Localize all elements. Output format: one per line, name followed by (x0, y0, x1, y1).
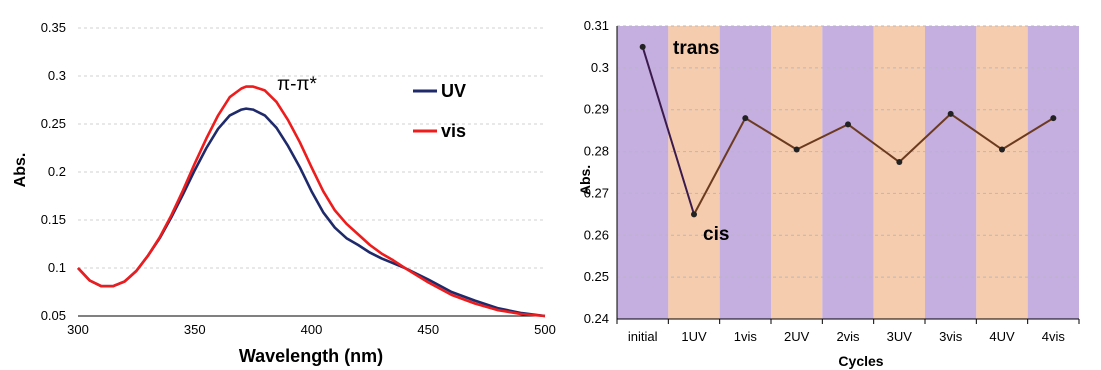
cycles-x-tick-label: 1vis (734, 329, 758, 344)
spectrum-y-tick-label: 0.35 (41, 20, 66, 35)
series-line-uv (77, 107, 546, 318)
cycles-chart: initial 1UV 1vis 2UV 2vis 3UV 3vis 4UV 4… (577, 18, 1080, 369)
cycles-data-point (947, 110, 954, 117)
cycles-y-tick-label: 0.27 (584, 185, 609, 200)
cycles-y-tick-label: 0.31 (584, 18, 609, 33)
trans-annotation: trans (673, 38, 719, 59)
cycles-series-segments (641, 46, 1054, 215)
cycles-line-segment (641, 46, 695, 215)
spectrum-x-tick-label: 300 (67, 322, 89, 337)
pi-pi-star-annotation: π-π* (277, 74, 318, 95)
cycles-x-axis-title: Cycles (838, 353, 883, 369)
spectrum-y-tick-label: 0.15 (41, 212, 66, 227)
cycles-data-point (691, 211, 697, 218)
cycles-data-point (639, 43, 646, 50)
cycles-x-tick-label: 4UV (989, 329, 1015, 344)
cycles-x-tick-label: 3vis (939, 329, 963, 344)
spectrum-x-axis-title: Wavelength (nm) (239, 346, 383, 366)
cycles-data-point (793, 146, 800, 153)
legend-uv-label: UV (441, 81, 466, 101)
spectrum-x-ticks: 300 350 400 450 500 (67, 322, 556, 337)
cycles-line-segment (847, 123, 900, 163)
cycles-x-ticks: initial 1UV 1vis 2UV 2vis 3UV 3vis 4UV 4… (628, 329, 1066, 344)
cycles-line-segment (1001, 117, 1054, 151)
cycles-y-tick-label: 0.28 (584, 144, 609, 159)
cycles-data-point (845, 121, 851, 128)
spectrum-y-ticks: 0.05 0.1 0.15 0.2 0.25 0.3 0.35 (41, 20, 66, 323)
spectrum-y-tick-label: 0.3 (48, 68, 66, 83)
cycles-x-tick-label: 2vis (836, 329, 860, 344)
cycles-data-point (1050, 115, 1057, 122)
spectrum-gridlines (78, 27, 545, 269)
series-line-vis (77, 85, 546, 318)
cycles-line-segment (898, 113, 952, 163)
cycles-y-tick-label: 0.24 (584, 311, 609, 326)
cycles-x-tick-marks (616, 319, 1080, 324)
cycles-line-segment (796, 123, 849, 151)
spectrum-x-tick-label: 400 (301, 322, 323, 337)
cycles-data-point (999, 146, 1005, 153)
spectrum-x-tick-label: 500 (534, 322, 556, 337)
spectrum-x-tick-label: 450 (417, 322, 439, 337)
spectrum-x-tick-label: 350 (184, 322, 206, 337)
vis-band (771, 26, 823, 319)
uv-band (1027, 26, 1079, 319)
cycles-line-segment (693, 117, 747, 215)
uv-band (822, 26, 874, 319)
spectrum-chart: 300 350 400 450 500 0.05 0.1 0.15 0.2 0.… (12, 20, 556, 366)
cycles-y-tick-label: 0.26 (584, 227, 609, 242)
cycles-x-tick-label: 4vis (1042, 329, 1066, 344)
spectrum-y-tick-label: 0.2 (48, 164, 66, 179)
cycles-y-tick-label: 0.29 (584, 102, 609, 117)
spectrum-y-tick-label: 0.1 (48, 260, 66, 275)
legend-vis-label: vis (441, 121, 466, 141)
cycle-background-bands (617, 26, 1079, 319)
vis-band (668, 26, 720, 319)
vis-band (873, 26, 925, 319)
uv-band (617, 26, 669, 319)
spectrum-y-axis-title: Abs. (12, 153, 29, 188)
spectrum-y-tick-label: 0.25 (41, 116, 66, 131)
cycles-y-ticks: 0.24 0.25 0.26 0.27 0.28 0.29 0.3 0.31 (584, 18, 609, 326)
cis-annotation: cis (703, 224, 729, 245)
cycles-x-tick-label: 2UV (784, 329, 810, 344)
cycles-line-segment (950, 113, 1003, 151)
uv-band (925, 26, 977, 319)
cycles-x-tick-label: 1UV (681, 329, 707, 344)
cycles-x-tick-label: initial (628, 329, 658, 344)
cycles-data-point (742, 115, 749, 122)
cycles-y-tick-label: 0.25 (584, 269, 609, 284)
cycles-x-tick-label: 3UV (887, 329, 913, 344)
cycles-y-axis-title: Abs. (577, 165, 593, 195)
vis-band (976, 26, 1028, 319)
cycles-data-point (896, 159, 903, 166)
uv-band (719, 26, 771, 319)
cycles-y-tick-label: 0.3 (591, 60, 609, 75)
spectrum-legend: UV vis (413, 81, 466, 141)
spectrum-y-tick-label: 0.05 (41, 308, 66, 323)
cycles-line-segment (744, 117, 798, 151)
cycles-series-points (639, 43, 1057, 218)
